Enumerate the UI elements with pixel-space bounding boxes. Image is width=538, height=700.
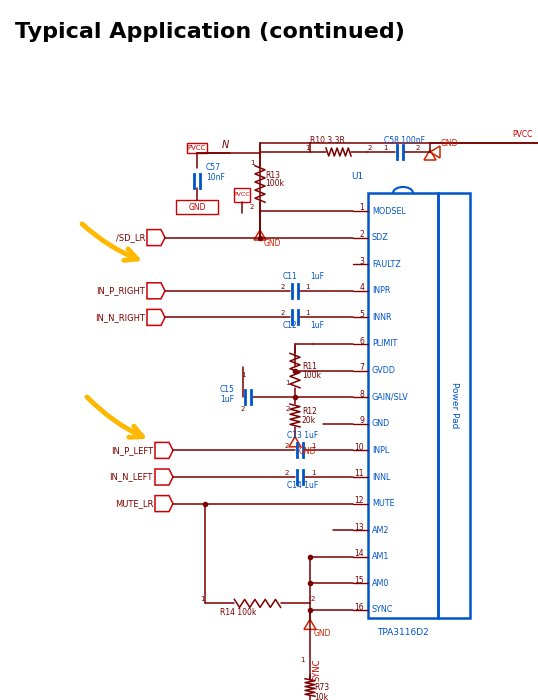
Text: 10nF: 10nF [206, 172, 225, 181]
Text: AM2: AM2 [372, 526, 390, 535]
Text: 1: 1 [311, 443, 315, 449]
Text: MUTE: MUTE [372, 499, 395, 508]
Text: 1: 1 [286, 379, 290, 386]
Text: 13: 13 [355, 523, 364, 532]
Text: 1: 1 [359, 204, 364, 213]
Text: 2: 2 [241, 406, 245, 412]
Text: 8: 8 [359, 390, 364, 399]
Text: 2: 2 [285, 443, 289, 449]
Text: 2: 2 [286, 406, 290, 412]
Text: IN_N_LEFT: IN_N_LEFT [110, 473, 153, 482]
Text: U1: U1 [351, 172, 363, 181]
Text: INPL: INPL [372, 446, 390, 455]
Bar [438, 193, 470, 618]
Text: 14: 14 [355, 550, 364, 559]
Text: 15: 15 [355, 576, 364, 585]
Text: PVCC: PVCC [513, 130, 533, 139]
Text: 3: 3 [359, 257, 364, 266]
Text: MODSEL: MODSEL [372, 206, 406, 216]
Text: C13 1uF: C13 1uF [287, 431, 318, 440]
Text: GND: GND [264, 239, 281, 248]
Text: MUTE_LR: MUTE_LR [115, 499, 153, 508]
Bar [234, 188, 250, 202]
Text: 2: 2 [368, 145, 372, 151]
Text: 100k: 100k [265, 179, 284, 188]
Text: 1uF: 1uF [310, 272, 324, 281]
Text: R12: R12 [302, 407, 317, 416]
Text: TPA3116D2: TPA3116D2 [377, 628, 429, 637]
Text: PLIMIT: PLIMIT [372, 340, 397, 349]
Text: Power Pad: Power Pad [450, 382, 458, 428]
Text: R73: R73 [314, 683, 329, 692]
Text: GVDD: GVDD [372, 366, 396, 375]
Text: 1: 1 [250, 160, 254, 166]
Text: INNR: INNR [372, 313, 392, 322]
Text: INPR: INPR [372, 286, 391, 295]
Text: N: N [221, 140, 229, 150]
Text: 1: 1 [305, 284, 309, 290]
Text: 2: 2 [416, 145, 420, 151]
Text: 20k: 20k [302, 416, 316, 425]
Text: GND: GND [299, 447, 316, 456]
Text: 100k: 100k [302, 371, 321, 380]
Text: 2: 2 [250, 204, 254, 210]
Text: C15: C15 [219, 385, 234, 393]
Text: C11: C11 [283, 272, 298, 281]
Text: 1uF: 1uF [220, 395, 234, 404]
Text: SDZ: SDZ [372, 233, 389, 242]
Text: 1: 1 [311, 470, 315, 476]
Text: GND: GND [441, 139, 458, 148]
Bar [368, 193, 438, 618]
Text: Typical Application (continued): Typical Application (continued) [15, 22, 405, 42]
Text: GND: GND [314, 629, 331, 638]
Text: 11: 11 [355, 470, 364, 479]
Text: 5: 5 [359, 310, 364, 319]
Text: 9: 9 [359, 416, 364, 426]
Text: C57: C57 [206, 164, 221, 172]
Text: 12: 12 [355, 496, 364, 505]
Text: /SD_LR: /SD_LR [116, 233, 145, 242]
Text: 1: 1 [240, 372, 245, 378]
Text: 1: 1 [305, 145, 309, 151]
Text: 2: 2 [281, 284, 285, 290]
Text: 2: 2 [311, 596, 315, 603]
Text: SYNC: SYNC [313, 659, 322, 681]
Text: 1: 1 [200, 596, 204, 603]
Text: AM0: AM0 [372, 579, 390, 588]
Text: AM1: AM1 [372, 552, 390, 561]
Text: IN_P_RIGHT: IN_P_RIGHT [96, 286, 145, 295]
Text: 2: 2 [285, 470, 289, 476]
Text: GND: GND [372, 419, 390, 428]
Text: IN_P_LEFT: IN_P_LEFT [111, 446, 153, 455]
Text: PVCC: PVCC [233, 193, 250, 197]
Text: R13: R13 [265, 171, 280, 179]
Text: C58 100nF: C58 100nF [384, 136, 425, 145]
Text: 1: 1 [383, 145, 387, 151]
Text: PVCC: PVCC [188, 145, 206, 151]
Text: 6: 6 [359, 337, 364, 346]
Text: 10k: 10k [314, 692, 328, 700]
Text: 10: 10 [355, 443, 364, 452]
Text: 1: 1 [305, 310, 309, 316]
Text: 2: 2 [359, 230, 364, 239]
Bar [187, 143, 207, 153]
Text: GND: GND [188, 202, 206, 211]
Text: GAIN/SLV: GAIN/SLV [372, 393, 409, 402]
Text: 16: 16 [355, 603, 364, 612]
Text: IN_N_RIGHT: IN_N_RIGHT [95, 313, 145, 322]
Text: R14 100k: R14 100k [220, 608, 257, 617]
Text: 2: 2 [281, 310, 285, 316]
Bar [176, 200, 218, 214]
Text: INNL: INNL [372, 473, 391, 482]
Text: R10 3.3R: R10 3.3R [310, 136, 345, 145]
Text: R11: R11 [302, 362, 317, 371]
Text: 1uF: 1uF [310, 321, 324, 330]
Text: SYNC: SYNC [372, 606, 393, 615]
Text: 7: 7 [359, 363, 364, 372]
Text: C12: C12 [283, 321, 298, 330]
Text: 1: 1 [300, 657, 305, 663]
Text: C14 1uF: C14 1uF [287, 481, 318, 490]
Text: 4: 4 [359, 284, 364, 293]
Text: FAULTZ: FAULTZ [372, 260, 401, 269]
